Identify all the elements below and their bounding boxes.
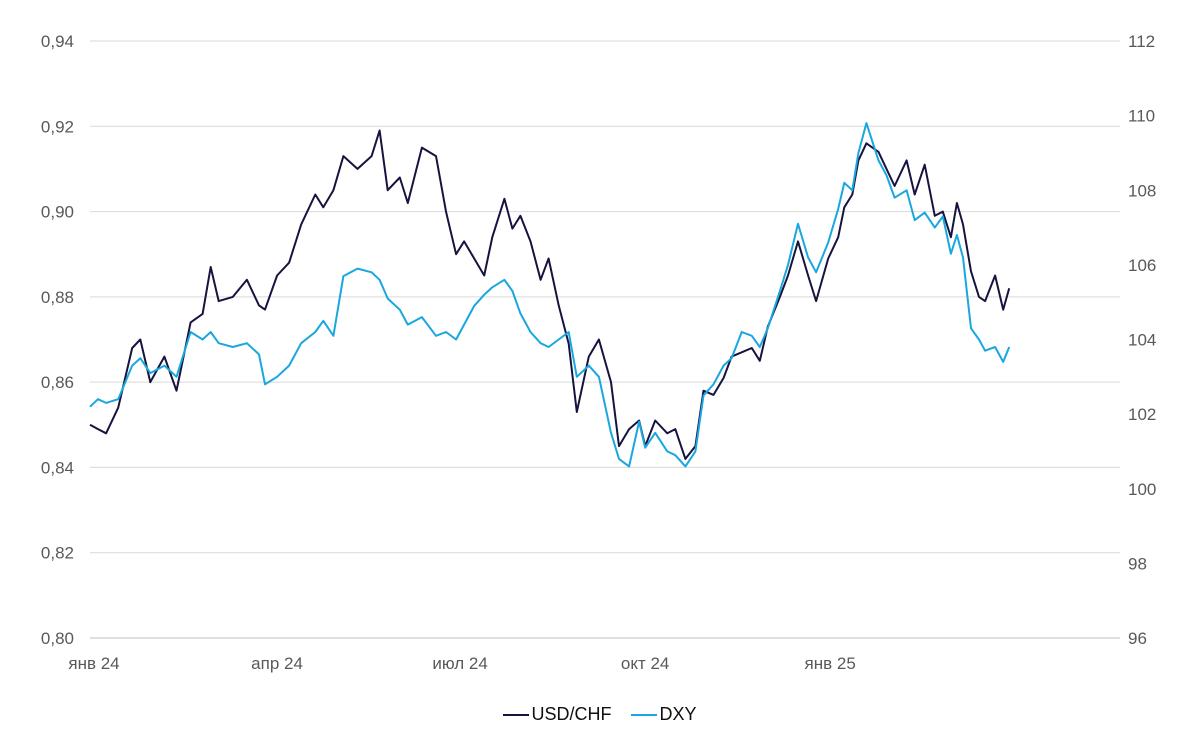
legend-item-dxy: DXY	[631, 704, 697, 725]
y-left-tick-label: 0,94	[41, 32, 74, 51]
y-right-tick-label: 98	[1128, 554, 1147, 573]
y-left-tick-label: 0,84	[41, 458, 74, 477]
x-tick-label: янв 25	[805, 654, 856, 673]
y-right-tick-label: 104	[1128, 331, 1156, 350]
y-right-tick-label: 100	[1128, 480, 1156, 499]
y-left-tick-label: 0,92	[41, 117, 74, 136]
y-right-tick-label: 110	[1128, 107, 1155, 126]
y-right-tick-label: 102	[1128, 405, 1156, 424]
series-line-usdchf	[89, 129, 1011, 460]
legend-swatch-dxy	[631, 713, 658, 716]
x-tick-label: окт 24	[621, 654, 670, 673]
y-right-tick-label: 112	[1128, 32, 1155, 51]
series-line-dxy	[89, 122, 1011, 468]
y-right-tick-label: 108	[1128, 181, 1156, 200]
y-left-tick-label: 0,80	[41, 629, 74, 648]
legend-label-dxy: DXY	[659, 704, 697, 724]
legend-swatch-usdchf	[503, 713, 530, 716]
y-right-tick-label: 96	[1128, 629, 1147, 648]
legend: USD/CHF DXY	[0, 704, 1200, 725]
y-left-tick-label: 0,90	[41, 203, 74, 222]
legend-label-usdchf: USD/CHF	[531, 704, 612, 724]
x-tick-label: янв 24	[68, 654, 119, 673]
x-tick-label: апр 24	[251, 654, 303, 673]
y-left-tick-label: 0,82	[41, 544, 74, 563]
x-tick-label: июл 24	[432, 654, 487, 673]
y-left-tick-label: 0,88	[41, 288, 74, 307]
y-left-tick-label: 0,86	[41, 373, 74, 392]
y-right-tick-label: 106	[1128, 256, 1156, 275]
chart-svg: 0,80 0,82 0,84 0,86 0,88 0,90 0,92 0,94 96 98 100 1…	[41, 32, 1156, 673]
legend-item-usdchf: USD/CHF	[503, 704, 611, 725]
